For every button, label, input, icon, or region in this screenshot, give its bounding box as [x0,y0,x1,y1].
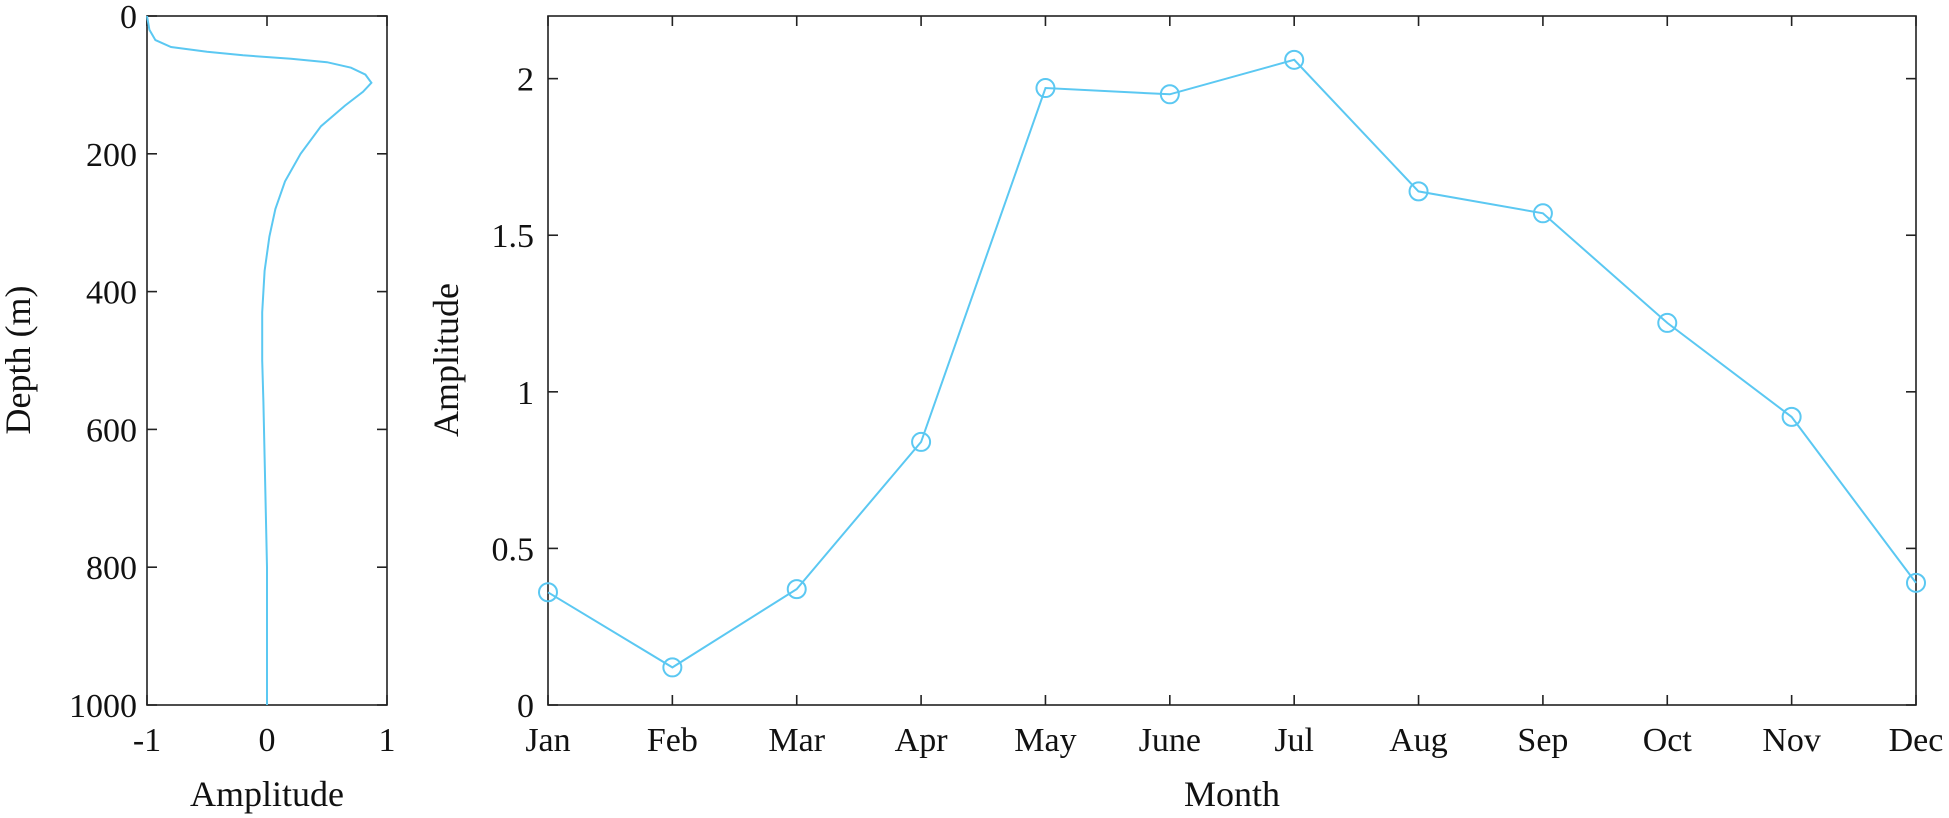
monthly-amplitude-y-tick-label: 1 [517,375,534,412]
monthly-amplitude-data-point [786,579,807,600]
monthly-amplitude-data-point [1035,78,1056,99]
monthly-amplitude-x-tick-label: Aug [1389,722,1448,759]
monthly-amplitude-data-point [1159,84,1180,105]
monthly-amplitude-x-tick-label: May [1014,722,1076,759]
monthly-amplitude-y-tick-label: 2 [517,62,534,99]
monthly-amplitude-markers [538,49,1926,678]
monthly-amplitude-x-tick-label: Oct [1643,722,1693,759]
monthly-amplitude-tick-labels: Jan Feb Mar Apr May June Jul Aug Sep Oct Nov Dec 0 0.… [492,62,1944,759]
monthly-amplitude-y-tick-label: 1.5 [492,218,535,255]
monthly-amplitude-x-tick-label: Apr [895,722,949,759]
depth-profile-y-axis-label: Depth (m) [0,286,38,435]
depth-profile-series-line [146,15,373,705]
monthly-amplitude-data-point [1657,312,1678,333]
depth-profile-y-tick-label: 800 [86,550,137,587]
monthly-amplitude-x-tick-label: Jan [525,722,570,759]
depth-profile-y-tick-label: 600 [86,412,137,449]
depth-profile-y-tick-label: 1000 [69,688,137,725]
depth-profile-panel: -1 0 1 0 200 400 600 800 1000 Amplitude Depth (m… [0,0,396,814]
monthly-amplitude-data-point [1284,49,1305,70]
monthly-amplitude-panel: Jan Feb Mar Apr May June Jul Aug Sep Oct Nov Dec 0 0.… [426,15,1944,814]
depth-profile-y-tick-label: 0 [120,0,137,36]
monthly-amplitude-data-point [538,582,558,603]
monthly-amplitude-x-tick-label: Nov [1762,722,1821,759]
monthly-amplitude-x-tick-label: Sep [1517,722,1568,759]
monthly-amplitude-data-point [1408,181,1429,202]
monthly-amplitude-y-axis-label: Amplitude [426,283,466,437]
monthly-amplitude-data-point [1532,203,1553,224]
depth-profile-y-tick-label: 200 [86,137,137,174]
monthly-amplitude-data-point [1781,406,1802,427]
monthly-amplitude-series-line [547,58,1917,669]
monthly-amplitude-x-axis-label: Month [1184,774,1280,814]
depth-profile-tick-labels: -1 0 1 0 200 400 600 800 1000 [69,0,396,759]
depth-profile-x-tick-label: 0 [259,722,276,759]
monthly-amplitude-y-tick-label: 0 [517,688,534,725]
monthly-amplitude-x-tick-label: Jul [1274,722,1314,759]
monthly-amplitude-data-point [911,431,932,452]
monthly-amplitude-data-point [1906,572,1926,593]
depth-profile-x-tick-label: -1 [133,722,161,759]
monthly-amplitude-y-tick-label: 0.5 [492,531,535,568]
depth-profile-y-tick-label: 400 [86,275,137,312]
depth-profile-ticks [146,15,388,706]
monthly-amplitude-x-tick-label: June [1139,722,1201,759]
depth-profile-x-tick-label: 1 [379,722,396,759]
monthly-amplitude-ticks [547,16,1917,706]
monthly-amplitude-x-tick-label: Feb [647,722,698,759]
monthly-amplitude-data-point [662,657,683,678]
monthly-amplitude-frame [547,15,1917,706]
depth-profile-x-axis-label: Amplitude [190,774,344,814]
monthly-amplitude-x-tick-label: Mar [768,722,825,759]
monthly-amplitude-x-tick-label: Dec [1889,722,1944,759]
